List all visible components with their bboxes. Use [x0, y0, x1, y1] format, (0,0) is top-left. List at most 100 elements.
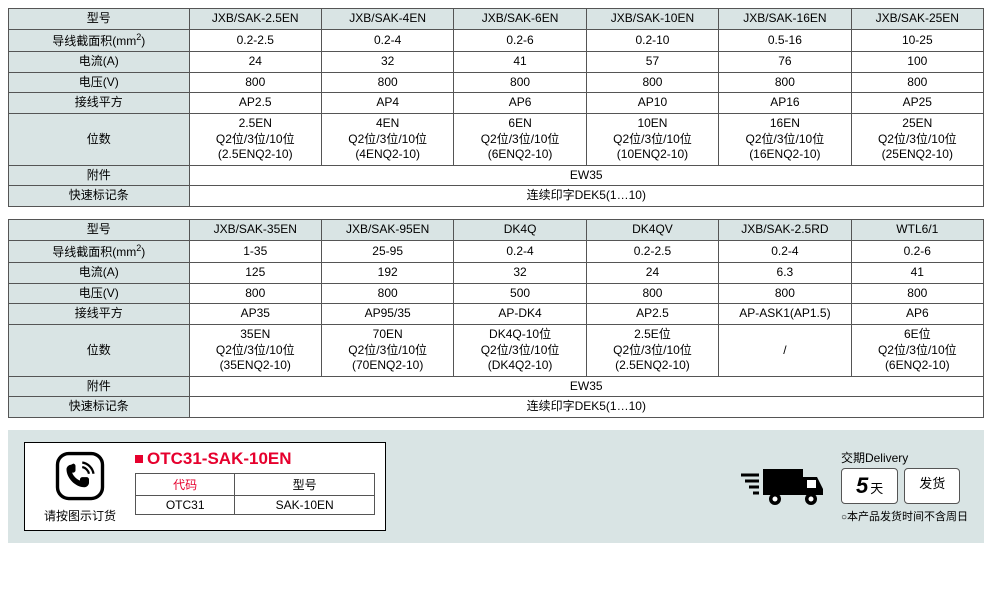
- table-row: 附件EW35: [9, 165, 984, 186]
- data-cell: 0.2-6: [454, 29, 586, 52]
- column-header: JXB/SAK-2.5RD: [719, 219, 851, 240]
- bullet-icon: [135, 455, 143, 463]
- table-row: 电压(V)800800500800800800: [9, 283, 984, 304]
- table-row: 接线平方AP2.5AP4AP6AP10AP16AP25: [9, 93, 984, 114]
- order-details: OTC31-SAK-10EN 代码 型号 OTC31 SAK-10EN: [135, 449, 375, 515]
- data-cell: 70ENQ2位/3位/10位(70ENQ2-10): [321, 324, 453, 376]
- phone-section: 请按图示订货: [35, 449, 125, 524]
- data-cell: 800: [719, 72, 851, 93]
- column-header: JXB/SAK-4EN: [321, 9, 453, 30]
- data-cell: 35ENQ2位/3位/10位(35ENQ2-10): [189, 324, 321, 376]
- delivery-info: 交期Delivery 5 天 发货 ○本产品发货时间不含周日: [841, 449, 968, 524]
- row-label: 导线截面积(mm2): [9, 29, 190, 52]
- table-row: 位数35ENQ2位/3位/10位(35ENQ2-10)70ENQ2位/3位/10…: [9, 324, 984, 376]
- data-cell: 24: [586, 263, 718, 284]
- data-cell: 0.2-4: [719, 240, 851, 263]
- column-header: JXB/SAK-6EN: [454, 9, 586, 30]
- data-cell: 800: [719, 283, 851, 304]
- column-header: JXB/SAK-95EN: [321, 219, 453, 240]
- data-cell: 0.2-4: [454, 240, 586, 263]
- table-row: 快速标记条连续印字DEK5(1…10): [9, 397, 984, 418]
- data-cell: 6.3: [719, 263, 851, 284]
- row-label: 电流(A): [9, 52, 190, 73]
- table-row: 快速标记条连续印字DEK5(1…10): [9, 186, 984, 207]
- data-cell: 800: [189, 283, 321, 304]
- column-header: JXB/SAK-35EN: [189, 219, 321, 240]
- data-cell: 192: [321, 263, 453, 284]
- data-cell: 25-95: [321, 240, 453, 263]
- data-cell: 800: [321, 283, 453, 304]
- data-cell: AP10: [586, 93, 718, 114]
- data-cell: 0.2-2.5: [586, 240, 718, 263]
- row-label: 接线平方: [9, 93, 190, 114]
- data-cell: 0.2-6: [851, 240, 983, 263]
- row-label: 位数: [9, 324, 190, 376]
- order-box: 请按图示订货 OTC31-SAK-10EN 代码 型号 OTC31 SAK-10…: [24, 442, 386, 531]
- data-cell: DK4Q-10位Q2位/3位/10位(DK4Q2-10): [454, 324, 586, 376]
- data-cell: 32: [454, 263, 586, 284]
- data-cell: 800: [454, 72, 586, 93]
- model-value: SAK-10EN: [235, 495, 375, 514]
- column-header: WTL6/1: [851, 219, 983, 240]
- delivery-days: 5 天: [841, 468, 898, 504]
- bottom-panel: 请按图示订货 OTC31-SAK-10EN 代码 型号 OTC31 SAK-10…: [8, 430, 984, 543]
- delivery-note: ○本产品发货时间不含周日: [841, 508, 968, 524]
- data-cell: 25ENQ2位/3位/10位(25ENQ2-10): [851, 113, 983, 165]
- data-cell: 1-35: [189, 240, 321, 263]
- column-header: DK4Q: [454, 219, 586, 240]
- column-header: JXB/SAK-16EN: [719, 9, 851, 30]
- model-header: 型号: [235, 473, 375, 495]
- data-cell: 125: [189, 263, 321, 284]
- product-code: OTC31-SAK-10EN: [135, 449, 375, 469]
- data-cell: AP4: [321, 93, 453, 114]
- data-cell: 0.2-10: [586, 29, 718, 52]
- column-header: JXB/SAK-25EN: [851, 9, 983, 30]
- spanned-cell: EW35: [189, 165, 983, 186]
- row-label: 电流(A): [9, 263, 190, 284]
- table-row: 型号JXB/SAK-35ENJXB/SAK-95ENDK4QDK4QVJXB/S…: [9, 219, 984, 240]
- table-row: 位数2.5ENQ2位/3位/10位(2.5ENQ2-10)4ENQ2位/3位/1…: [9, 113, 984, 165]
- table-row: 电流(A)2432415776100: [9, 52, 984, 73]
- code-value: OTC31: [136, 495, 235, 514]
- code-header: 代码: [136, 473, 235, 495]
- data-cell: AP25: [851, 93, 983, 114]
- table-row: 电流(A)12519232246.341: [9, 263, 984, 284]
- spec-table-1: 型号JXB/SAK-2.5ENJXB/SAK-4ENJXB/SAK-6ENJXB…: [8, 8, 984, 207]
- data-cell: 0.2-4: [321, 29, 453, 52]
- table-row: 导线截面积(mm2)1-3525-950.2-40.2-2.50.2-40.2-…: [9, 240, 984, 263]
- data-cell: 32: [321, 52, 453, 73]
- data-cell: AP95/35: [321, 304, 453, 325]
- data-cell: 800: [189, 72, 321, 93]
- data-cell: AP2.5: [189, 93, 321, 114]
- table-row: 附件EW35: [9, 376, 984, 397]
- data-cell: 0.5-16: [719, 29, 851, 52]
- data-cell: 800: [321, 72, 453, 93]
- row-label: 快速标记条: [9, 186, 190, 207]
- data-cell: 800: [586, 72, 718, 93]
- spanned-cell: EW35: [189, 376, 983, 397]
- data-cell: 76: [719, 52, 851, 73]
- data-cell: AP2.5: [586, 304, 718, 325]
- data-cell: AP6: [454, 93, 586, 114]
- column-header: JXB/SAK-2.5EN: [189, 9, 321, 30]
- data-cell: 10-25: [851, 29, 983, 52]
- row-label: 导线截面积(mm2): [9, 240, 190, 263]
- data-cell: 10ENQ2位/3位/10位(10ENQ2-10): [586, 113, 718, 165]
- data-cell: /: [719, 324, 851, 376]
- data-cell: AP-DK4: [454, 304, 586, 325]
- data-cell: AP6: [851, 304, 983, 325]
- data-cell: AP16: [719, 93, 851, 114]
- delivery-box: 交期Delivery 5 天 发货 ○本产品发货时间不含周日: [737, 442, 968, 531]
- data-cell: 24: [189, 52, 321, 73]
- data-cell: 800: [851, 72, 983, 93]
- data-cell: AP-ASK1(AP1.5): [719, 304, 851, 325]
- truck-icon: [737, 459, 827, 513]
- row-label: 快速标记条: [9, 397, 190, 418]
- table-row: 型号JXB/SAK-2.5ENJXB/SAK-4ENJXB/SAK-6ENJXB…: [9, 9, 984, 30]
- data-cell: 41: [454, 52, 586, 73]
- row-label: 附件: [9, 376, 190, 397]
- table-row: 接线平方AP35AP95/35AP-DK4AP2.5AP-ASK1(AP1.5)…: [9, 304, 984, 325]
- order-instruction: 请按图示订货: [44, 507, 116, 524]
- spec-table-2: 型号JXB/SAK-35ENJXB/SAK-95ENDK4QDK4QVJXB/S…: [8, 219, 984, 418]
- spanned-cell: 连续印字DEK5(1…10): [189, 186, 983, 207]
